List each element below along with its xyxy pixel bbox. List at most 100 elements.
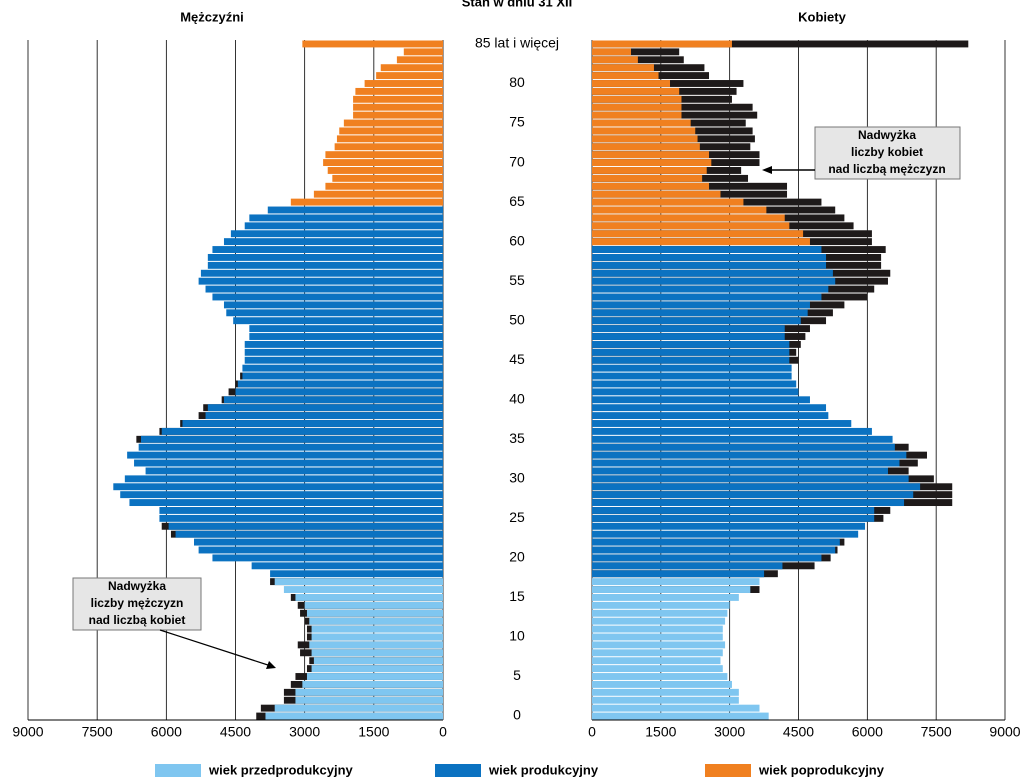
bar-common: [265, 712, 443, 720]
bar: [302, 40, 443, 48]
bar: [592, 641, 726, 649]
chart-title: Stan w dniu 31 XII: [462, 0, 573, 9]
bar-common: [592, 230, 804, 238]
bar-common: [302, 680, 443, 688]
bar: [353, 103, 443, 111]
bar-common: [175, 530, 444, 538]
bar: [207, 261, 443, 269]
bar: [207, 253, 443, 261]
annotation-text: nad liczbą kobiet: [89, 613, 186, 627]
bar-common: [592, 246, 822, 253]
bar-common: [205, 412, 443, 420]
bar: [334, 143, 443, 151]
y-tick-label: 85 lat i więcej: [475, 35, 559, 51]
bar-common: [235, 388, 443, 396]
bar-common: [592, 546, 836, 554]
y-tick-label: 15: [509, 588, 525, 604]
bar: [249, 333, 443, 340]
y-tick-label: 10: [509, 628, 525, 644]
bar-common: [592, 174, 703, 182]
bar: [376, 72, 443, 80]
bar-common: [592, 507, 875, 514]
bar-common: [237, 380, 443, 388]
bar-common: [592, 143, 700, 151]
bar-common: [592, 151, 710, 159]
bar: [592, 412, 829, 420]
legend-swatch: [155, 764, 201, 777]
bar-common: [311, 633, 443, 641]
x-tick-label: 4500: [783, 724, 814, 740]
bar: [325, 151, 443, 159]
annotation-text: Nadwyżka: [858, 128, 916, 142]
bar-common: [592, 491, 914, 499]
bar-common: [592, 475, 909, 483]
bar: [212, 246, 443, 253]
y-tick-label: 0: [513, 707, 521, 723]
bar: [592, 380, 797, 388]
bar-common: [592, 159, 712, 167]
x-tick-label: 0: [439, 724, 447, 740]
legend-label: wiek produkcyjny: [488, 762, 599, 777]
bar-common: [311, 649, 443, 657]
bar-common: [223, 396, 443, 404]
bar: [592, 633, 723, 641]
y-tick-label: 55: [509, 272, 525, 288]
bar: [592, 40, 969, 48]
y-tick-label: 5: [513, 667, 521, 683]
bar: [592, 435, 893, 443]
bar: [396, 56, 443, 64]
bar-common: [592, 570, 765, 578]
annotation-text: liczby mężczyzn: [91, 596, 184, 610]
bar: [120, 491, 443, 499]
annotation-text: nad liczbą mężczyzn: [828, 162, 945, 176]
bar: [134, 459, 444, 467]
bar: [313, 190, 443, 198]
bar: [592, 396, 810, 404]
bar-common: [592, 348, 790, 356]
bar: [592, 649, 723, 657]
x-tick-label: 1500: [645, 724, 676, 740]
bar-common: [304, 601, 443, 609]
bar: [403, 48, 443, 56]
bar-common: [311, 625, 443, 633]
x-tick-label: 6000: [852, 724, 883, 740]
x-tick-label: 9000: [12, 724, 43, 740]
bar: [592, 609, 728, 617]
bar: [145, 467, 444, 475]
bar-common: [592, 135, 698, 143]
bar: [592, 673, 728, 680]
bar: [380, 64, 443, 72]
y-tick-label: 65: [509, 193, 525, 209]
y-tick-label: 35: [509, 430, 525, 446]
bar-common: [592, 80, 671, 87]
x-tick-label: 9000: [989, 724, 1020, 740]
bar: [592, 617, 726, 625]
bar-common: [274, 704, 443, 712]
annotation-box: [72, 577, 202, 631]
bar-common: [313, 657, 443, 665]
bar-common: [592, 538, 840, 546]
bar-common: [592, 261, 827, 269]
bar-common: [592, 285, 829, 293]
bar: [270, 570, 443, 578]
y-tick-label: 70: [509, 153, 525, 169]
bar: [205, 285, 443, 293]
bar: [323, 159, 443, 167]
bar: [332, 174, 443, 182]
bar: [592, 427, 872, 435]
bar-common: [295, 593, 443, 601]
bar-common: [592, 238, 810, 246]
bar: [325, 182, 443, 190]
bar-common: [592, 222, 790, 230]
bar-common: [592, 317, 801, 325]
bar: [124, 475, 443, 483]
bar: [592, 364, 792, 372]
bar-common: [592, 340, 790, 348]
bar-common: [592, 167, 707, 174]
bar-common: [592, 111, 682, 119]
bar: [592, 625, 723, 633]
women-label: Kobiety: [798, 9, 846, 24]
bar: [592, 696, 739, 704]
bar: [267, 206, 443, 214]
bar: [212, 554, 443, 562]
